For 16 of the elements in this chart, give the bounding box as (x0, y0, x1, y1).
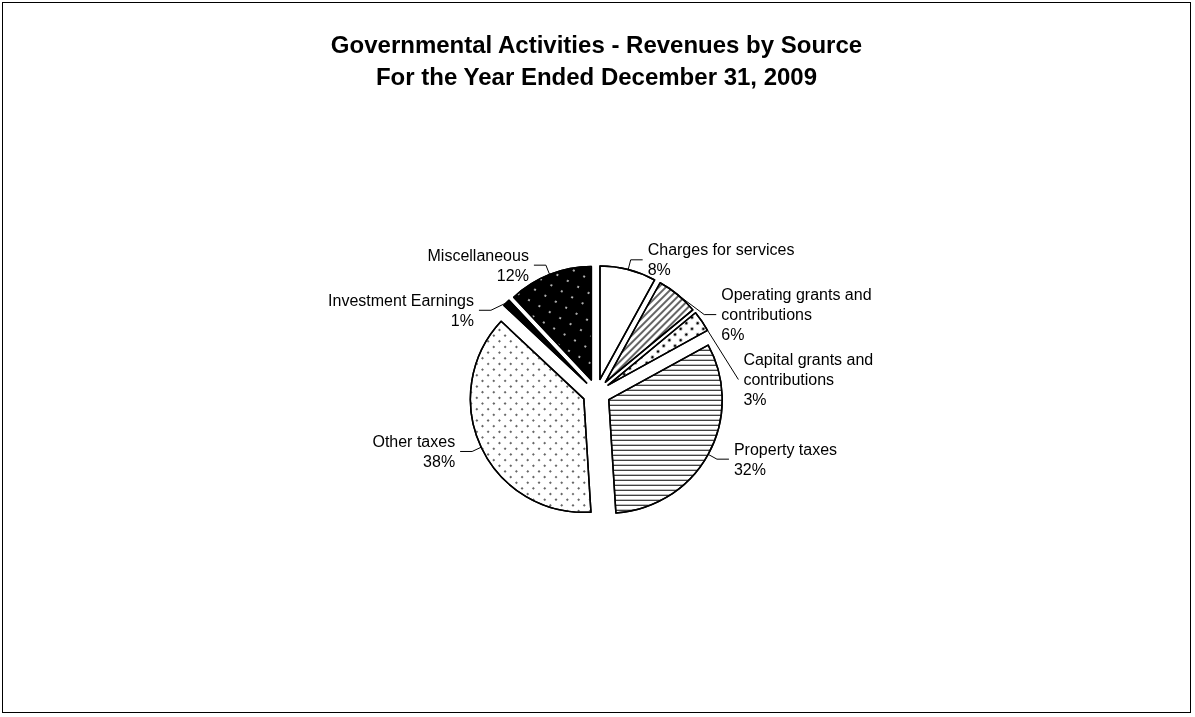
slice-label: Charges for services (647, 241, 795, 259)
slice-label: Property taxes (733, 440, 838, 458)
slice-label: Investment Earnings (328, 291, 474, 309)
slice-label: Other taxes (372, 432, 456, 450)
data-label: 38% (423, 452, 456, 470)
data-label: 1% (450, 311, 474, 329)
chart-title: Governmental Activities - Revenues by Source (330, 30, 863, 58)
data-label: 6% (721, 326, 745, 344)
slice-label: Miscellaneous (427, 246, 529, 264)
slice-label: Capital grants and contributions (743, 351, 878, 389)
data-label: 12% (496, 266, 529, 284)
data-label: 32% (733, 460, 766, 478)
data-label: 8% (647, 261, 671, 279)
slice-label: Operating grants and contributions (721, 286, 877, 324)
chart-subtitle: For the Year Ended December 31, 2009 (375, 62, 818, 90)
data-label: 3% (743, 391, 767, 409)
